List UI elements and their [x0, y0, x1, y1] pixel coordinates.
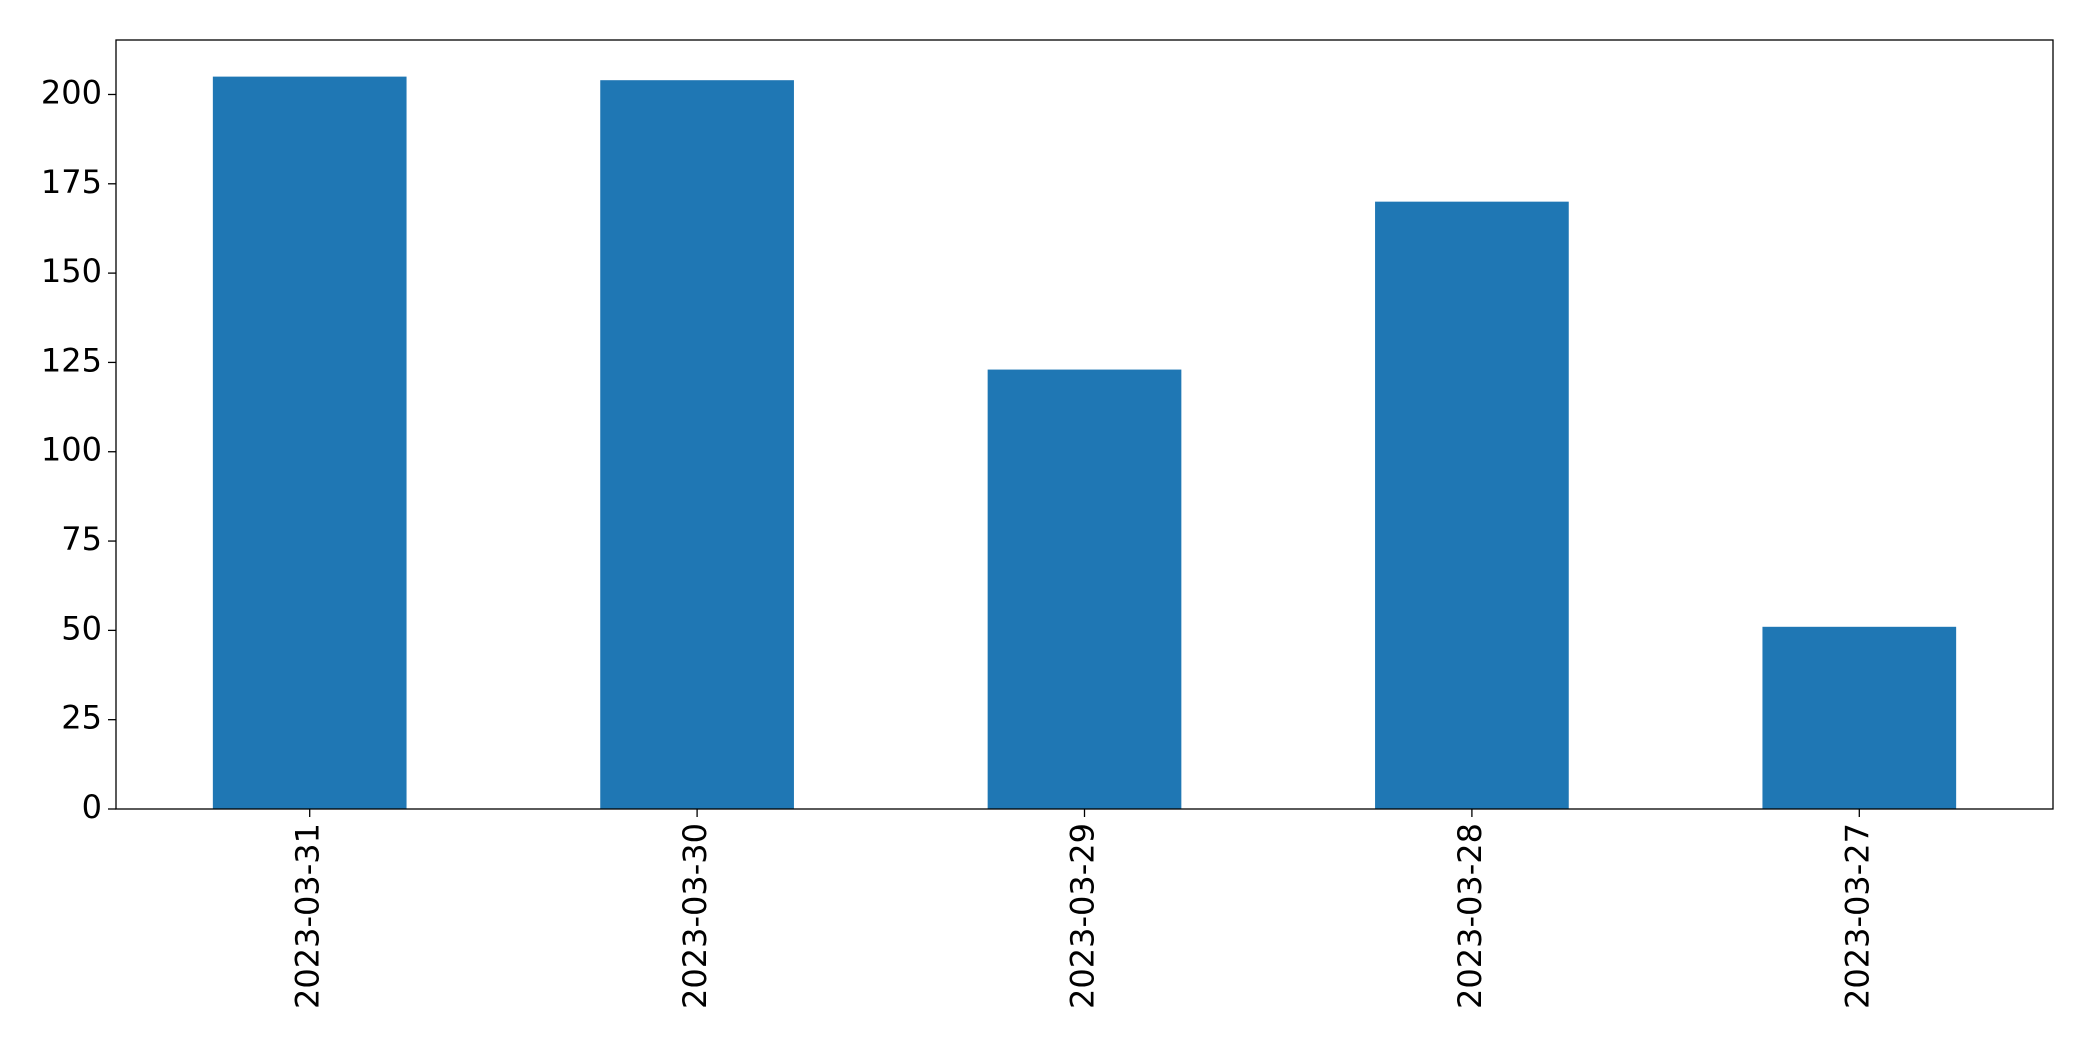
x-tick-label: 2023-03-31	[289, 823, 327, 1009]
bar	[987, 369, 1182, 809]
y-tick-label: 150	[41, 252, 102, 290]
x-tick-label: 2023-03-27	[1838, 823, 1876, 1009]
bar	[1375, 201, 1569, 810]
y-tick-label: 175	[41, 163, 102, 201]
x-tick-label: 2023-03-28	[1451, 823, 1489, 1009]
bar	[212, 76, 407, 810]
plot-frame	[115, 39, 2054, 810]
y-tick-label: 50	[61, 609, 102, 647]
y-tick-label: 200	[41, 73, 102, 111]
bar	[600, 80, 794, 809]
y-tick-label: 75	[61, 520, 102, 558]
y-tick-label: 0	[82, 788, 102, 826]
y-tick-label: 100	[41, 431, 102, 469]
bar	[1762, 626, 1957, 809]
x-tick-label: 2023-03-30	[676, 823, 714, 1009]
y-tick-label: 25	[61, 699, 102, 737]
y-tick-label: 125	[41, 341, 102, 379]
x-tick-label: 2023-03-29	[1064, 823, 1102, 1009]
